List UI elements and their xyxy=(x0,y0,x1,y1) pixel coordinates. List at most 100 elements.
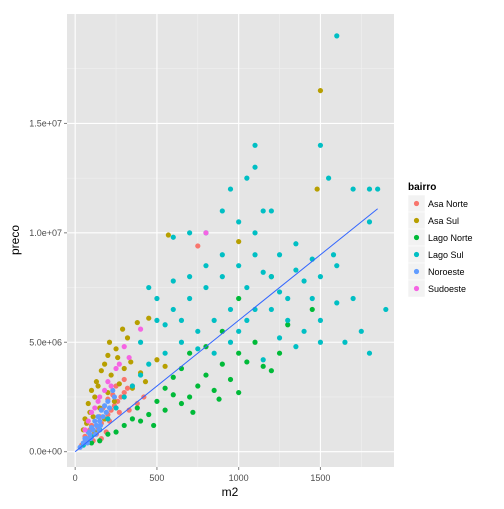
point-lago-norte xyxy=(211,387,217,394)
point-asa-sul xyxy=(142,379,149,385)
point-lago-norte xyxy=(236,350,242,356)
point-lago-sul xyxy=(252,142,258,148)
point-lago-norte xyxy=(146,411,152,418)
point-sudoeste xyxy=(105,379,111,385)
point-sudoeste xyxy=(82,427,88,433)
point-asa-sul xyxy=(146,315,152,321)
point-lago-norte xyxy=(170,392,176,398)
legend-label: Sudoeste xyxy=(428,284,466,294)
legend-label: Asa Sul xyxy=(428,216,459,226)
point-noroeste xyxy=(92,418,98,424)
point-sudoeste xyxy=(102,387,108,394)
point-lago-sul xyxy=(195,328,201,334)
point-lago-norte xyxy=(260,363,266,369)
point-lago-sul xyxy=(383,306,389,313)
point-lago-norte xyxy=(105,431,111,437)
point-noroeste xyxy=(100,414,106,420)
point-lago-norte xyxy=(227,376,234,383)
point-lago-sul xyxy=(162,350,168,356)
point-lago-sul xyxy=(137,339,144,345)
point-asa-sul xyxy=(102,361,108,367)
point-lago-norte xyxy=(170,374,176,380)
point-asa-norte xyxy=(121,376,127,383)
point-noroeste xyxy=(97,418,103,424)
point-asa-sul xyxy=(106,339,113,345)
y-axis-ticks: 0.0e+00 5.0e+06 1.0e+07 1.5e+07 xyxy=(29,118,67,457)
point-lago-norte xyxy=(134,405,140,411)
point-lago-sul xyxy=(309,295,315,302)
point-lago-sul xyxy=(252,230,258,236)
y-axis-label: preco xyxy=(8,225,22,255)
point-sudoeste xyxy=(116,361,122,367)
x-tick-label: 1500 xyxy=(310,473,330,483)
x-tick-label: 500 xyxy=(149,473,164,483)
point-lago-sul xyxy=(285,295,291,302)
legend-swatch xyxy=(413,251,420,258)
point-noroeste xyxy=(93,422,100,429)
point-lago-norte xyxy=(121,422,127,429)
point-lago-sul xyxy=(244,317,250,323)
point-asa-sul xyxy=(108,372,114,378)
point-lago-sul xyxy=(219,252,225,258)
point-lago-sul xyxy=(236,263,242,269)
trend-line-group xyxy=(74,208,378,453)
point-asa-norte xyxy=(116,409,122,415)
point-noroeste xyxy=(82,435,88,442)
point-lago-sul xyxy=(268,274,274,280)
point-lago-sul xyxy=(137,372,144,378)
plot-panel xyxy=(67,14,394,467)
point-sudoeste xyxy=(203,230,209,236)
point-lago-sul xyxy=(366,219,373,225)
point-lago-sul xyxy=(227,186,234,192)
point-asa-norte xyxy=(124,385,131,391)
point-lago-sul xyxy=(350,186,356,192)
point-sudoeste xyxy=(85,418,91,424)
point-lago-sul xyxy=(187,274,193,280)
point-noroeste xyxy=(110,387,116,394)
point-asa-sul xyxy=(88,387,95,394)
y-tick-label: 1.5e+07 xyxy=(29,118,62,128)
point-lago-norte xyxy=(216,396,222,402)
point-lago-sul xyxy=(154,295,160,302)
point-lago-norte xyxy=(236,295,242,302)
point-asa-sul xyxy=(317,87,324,94)
point-lago-sul xyxy=(170,278,176,284)
point-lago-sul xyxy=(129,383,135,389)
point-noroeste xyxy=(95,414,101,420)
point-lago-norte xyxy=(276,350,283,356)
point-asa-norte xyxy=(121,389,127,396)
point-asa-sul xyxy=(93,379,100,385)
point-sudoeste xyxy=(97,394,103,400)
point-asa-sul xyxy=(134,319,140,326)
point-lago-sul xyxy=(252,164,258,170)
point-lago-sul xyxy=(358,328,364,334)
point-asa-sul xyxy=(92,394,98,400)
point-lago-sul xyxy=(366,186,373,192)
point-asa-sul xyxy=(105,352,111,358)
point-sudoeste xyxy=(108,383,114,389)
point-lago-norte xyxy=(129,416,135,422)
point-lago-norte xyxy=(97,438,103,444)
point-lago-sul xyxy=(317,274,324,280)
y-tick-label: 5.0e+06 xyxy=(29,337,62,347)
point-lago-sul xyxy=(293,267,299,273)
point-lago-sul xyxy=(276,252,283,258)
point-sudoeste xyxy=(121,344,127,350)
point-lago-sul xyxy=(260,357,266,363)
point-lago-sul xyxy=(178,317,185,323)
point-sudoeste xyxy=(92,405,98,411)
point-asa-sul xyxy=(116,381,122,387)
point-lago-sul xyxy=(276,335,283,341)
point-noroeste xyxy=(105,398,111,404)
point-sudoeste xyxy=(113,365,119,372)
point-lago-norte xyxy=(137,418,144,424)
minor-gridlines xyxy=(67,14,394,467)
legend-swatch xyxy=(413,217,420,224)
point-lago-sul xyxy=(334,300,340,306)
point-noroeste xyxy=(93,431,99,437)
trend-line xyxy=(74,208,378,453)
point-noroeste xyxy=(102,403,108,409)
point-lago-sul xyxy=(342,339,348,345)
point-asa-norte xyxy=(195,243,201,249)
legend-swatch xyxy=(413,234,420,241)
